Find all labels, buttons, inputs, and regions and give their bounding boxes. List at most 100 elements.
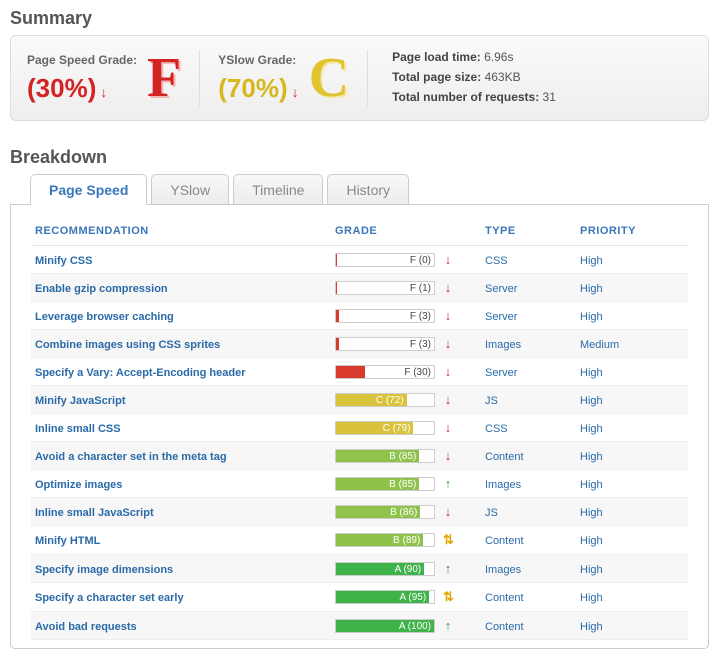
table-row: Specify a Vary: Accept-Encoding header F … [31,358,688,386]
arrow-updown-icon: ⇅ [443,532,453,548]
type-link[interactable]: Content [485,621,524,633]
summary-panel: Page Speed Grade: (30%)↓ F YSlow Grade: … [10,35,709,121]
grade-bar: B (85) [335,477,435,491]
type-link[interactable]: Content [485,592,524,604]
recommendation-link[interactable]: Combine images using CSS sprites [35,339,220,351]
table-row: Avoid bad requests A (100) ↑ Content High [31,612,688,640]
arrow-up-icon: ↑ [443,561,453,576]
priority-link[interactable]: High [580,564,603,576]
arrow-down-icon: ↓ [443,336,453,351]
recommendation-link[interactable]: Minify JavaScript [35,395,125,407]
priority-link[interactable]: High [580,395,603,407]
tab-pagespeed[interactable]: Page Speed [30,174,147,205]
stat-loadtime: Page load time: 6.96s [392,50,556,64]
arrow-down-icon: ↓ [292,84,299,100]
header-recommendation[interactable]: RECOMMENDATION [35,225,335,237]
table-row: Specify a character set early A (95) ⇅ Cont… [31,583,688,612]
type-link[interactable]: Content [485,451,524,463]
summary-stats: Page load time: 6.96s Total page size: 4… [386,50,556,106]
priority-link[interactable]: High [580,507,603,519]
tab-yslow[interactable]: YSlow [151,174,229,205]
type-link[interactable]: JS [485,507,498,519]
arrow-up-icon: ↑ [443,476,453,491]
arrow-down-icon: ↓ [443,420,453,435]
priority-link[interactable]: High [580,535,603,547]
stat-pagesize: Total page size: 463KB [392,70,556,84]
grade-bar: C (79) [335,421,435,435]
type-link[interactable]: Images [485,564,521,576]
grade-bar: B (85) [335,449,435,463]
table-row: Optimize images B (85) ↑ Images High [31,470,688,498]
recommendation-link[interactable]: Minify CSS [35,255,92,267]
pagespeed-grade-letter: F [147,50,181,106]
type-link[interactable]: Content [485,535,524,547]
table-row: Inline small CSS C (79) ↓ CSS High [31,414,688,442]
grade-bar: F (1) [335,281,435,295]
table-row: Inline small JavaScriptB (86)↓JSHigh [31,498,688,526]
table-row: Minify CSS F (0) ↓ CSS High [31,246,688,274]
recommendation-link[interactable]: Enable gzip compression [35,283,168,295]
tab-bar: Page Speed YSlow Timeline History [10,174,709,205]
type-link[interactable]: CSS [485,423,508,435]
recommendation-link[interactable]: Specify image dimensions [35,564,173,576]
type-link[interactable]: Server [485,367,517,379]
recommendation-link[interactable]: Inline small JavaScript [35,507,154,519]
priority-link[interactable]: High [580,592,603,604]
priority-link[interactable]: High [580,479,603,491]
type-link[interactable]: Server [485,283,517,295]
type-link[interactable]: Images [485,339,521,351]
type-link[interactable]: Images [485,479,521,491]
header-priority[interactable]: PRIORITY [580,225,660,237]
arrow-down-icon: ↓ [443,392,453,407]
tab-content: RECOMMENDATION GRADE TYPE PRIORITY Minif… [10,204,709,649]
type-link[interactable]: CSS [485,255,508,267]
yslow-grade-letter: C [309,50,349,106]
grade-bar: F (3) [335,309,435,323]
yslow-grade-block: YSlow Grade: (70%)↓ C [218,50,368,106]
priority-link[interactable]: Medium [580,339,619,351]
header-grade[interactable]: GRADE [335,225,485,237]
summary-heading: Summary [0,0,719,35]
recommendation-link[interactable]: Avoid bad requests [35,621,137,633]
arrow-up-icon: ↑ [443,618,453,633]
priority-link[interactable]: High [580,255,603,267]
pagespeed-grade-block: Page Speed Grade: (30%)↓ F [27,50,200,106]
table-body: Minify CSS F (0) ↓ CSS High Enable gzip compr… [31,246,688,640]
grade-bar: A (100) [335,619,435,633]
arrow-down-icon: ↓ [443,252,453,267]
priority-link[interactable]: High [580,311,603,323]
priority-link[interactable]: High [580,621,603,633]
recommendation-link[interactable]: Leverage browser caching [35,311,174,323]
arrow-updown-icon: ⇅ [443,589,453,605]
recommendation-link[interactable]: Avoid a character set in the meta tag [35,451,227,463]
table-row: Avoid a character set in the meta tag B (… [31,442,688,470]
pagespeed-grade-label: Page Speed Grade: [27,53,137,67]
arrow-down-icon: ↓ [100,84,107,100]
recommendation-link[interactable]: Optimize images [35,479,122,491]
type-link[interactable]: Server [485,311,517,323]
grade-bar: F (30) [335,365,435,379]
recommendation-link[interactable]: Specify a Vary: Accept-Encoding header [35,367,246,379]
table-row: Specify image dimensions A (90) ↑ Images Hig… [31,555,688,583]
priority-link[interactable]: High [580,283,603,295]
grade-bar: A (90) [335,562,435,576]
tab-history[interactable]: History [327,174,409,205]
stat-requests: Total number of requests: 31 [392,90,556,104]
yslow-grade-pct: (70%)↓ [218,73,298,104]
type-link[interactable]: JS [485,395,498,407]
table-row: Leverage browser cachingF (3)↓ServerHigh [31,302,688,330]
grade-bar: C (72) [335,393,435,407]
arrow-down-icon: ↓ [443,448,453,463]
priority-link[interactable]: High [580,423,603,435]
grade-bar: A (95) [335,590,435,604]
recommendation-link[interactable]: Minify HTML [35,535,100,547]
yslow-grade-label: YSlow Grade: [218,53,298,67]
tab-timeline[interactable]: Timeline [233,174,323,205]
priority-link[interactable]: High [580,367,603,379]
header-type[interactable]: TYPE [485,225,580,237]
recommendation-link[interactable]: Inline small CSS [35,423,121,435]
recommendation-link[interactable]: Specify a character set early [35,592,184,604]
grade-bar: F (0) [335,253,435,267]
priority-link[interactable]: High [580,451,603,463]
table-header-row: RECOMMENDATION GRADE TYPE PRIORITY [31,219,688,246]
